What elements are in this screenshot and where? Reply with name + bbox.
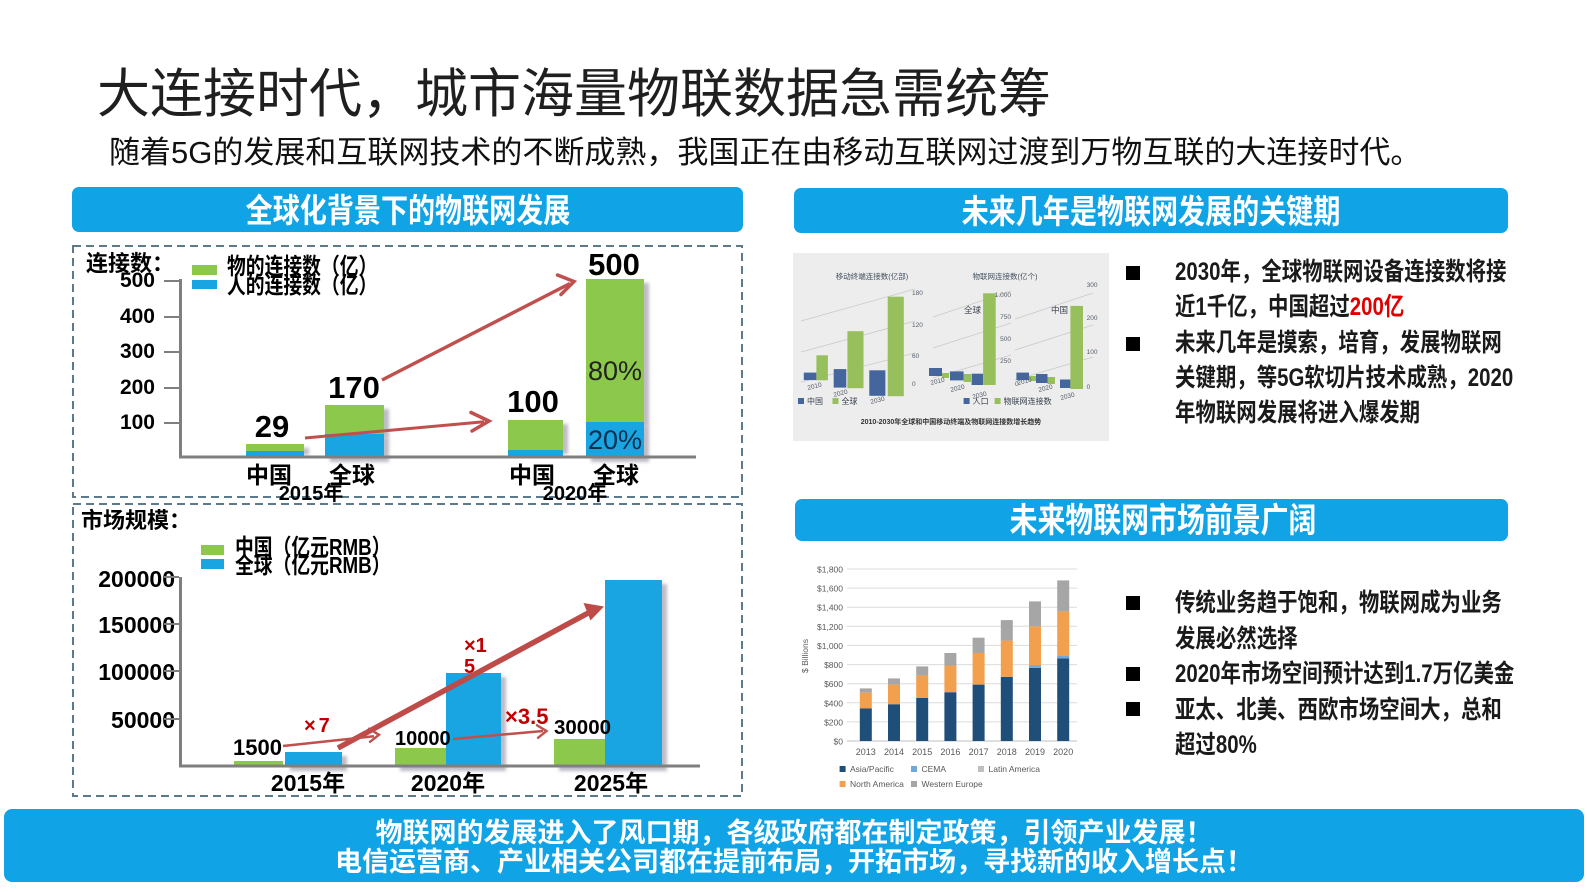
svg-text:2013: 2013: [856, 747, 876, 757]
svg-text:$0: $0: [834, 737, 844, 747]
svg-text:人口: 人口: [973, 397, 989, 406]
svg-text:2020: 2020: [1038, 384, 1054, 394]
svg-text:$1,000: $1,000: [817, 641, 843, 651]
svg-text:0: 0: [1015, 381, 1019, 388]
svg-text:Latin America: Latin America: [989, 764, 1041, 774]
svg-text:2020: 2020: [833, 389, 849, 399]
svg-text:物联网连接数(亿个): 物联网连接数(亿个): [973, 271, 1038, 281]
svg-text:CEMA: CEMA: [922, 764, 947, 774]
svg-text:2015: 2015: [912, 747, 932, 757]
svg-text:全球: 全球: [964, 305, 982, 315]
svg-text:200: 200: [1087, 315, 1098, 322]
svg-text:2010: 2010: [1017, 377, 1033, 387]
svg-text:0: 0: [912, 381, 916, 388]
svg-text:全球: 全球: [842, 396, 858, 406]
svg-text:中国: 中国: [1051, 305, 1068, 315]
svg-text:500: 500: [1000, 336, 1011, 343]
svg-text:Asia/Pacific: Asia/Pacific: [850, 764, 895, 774]
svg-text:2030: 2030: [972, 391, 988, 401]
svg-text:180: 180: [912, 290, 923, 297]
svg-text:100: 100: [1087, 349, 1098, 356]
svg-text:2030: 2030: [1060, 392, 1076, 402]
svg-text:2014: 2014: [884, 747, 904, 757]
svg-text:750: 750: [1000, 314, 1011, 321]
svg-text:物联网连接数: 物联网连接数: [1004, 396, 1052, 406]
svg-text:$1,600: $1,600: [817, 584, 843, 594]
svg-text:2010: 2010: [930, 377, 946, 387]
svg-text:2020: 2020: [1053, 747, 1073, 757]
svg-text:2016: 2016: [940, 747, 960, 757]
svg-text:Western Europe: Western Europe: [922, 779, 984, 789]
svg-text:$1,800: $1,800: [817, 565, 843, 575]
svg-text:2017: 2017: [969, 747, 989, 757]
svg-text:2030: 2030: [870, 396, 886, 406]
svg-text:2019: 2019: [1025, 747, 1045, 757]
svg-text:2010-2030年全球和中国移动终端及物联网连接数增长趋势: 2010-2030年全球和中国移动终端及物联网连接数增长趋势: [861, 417, 1041, 426]
svg-text:$400: $400: [824, 698, 843, 708]
svg-text:300: 300: [1087, 282, 1098, 289]
svg-text:$200: $200: [824, 717, 843, 727]
svg-text:2020: 2020: [950, 384, 966, 394]
svg-text:中国: 中国: [807, 396, 823, 406]
svg-text:0: 0: [1087, 384, 1091, 391]
svg-text:2018: 2018: [997, 747, 1017, 757]
svg-text:North America: North America: [850, 779, 904, 789]
svg-text:2010: 2010: [807, 382, 823, 392]
svg-text:$ Billions: $ Billions: [800, 639, 810, 673]
svg-text:$600: $600: [824, 679, 843, 689]
svg-text:120: 120: [912, 322, 923, 329]
svg-text:250: 250: [1000, 358, 1011, 365]
svg-text:1.000: 1.000: [995, 292, 1012, 299]
svg-text:$1,400: $1,400: [817, 603, 843, 613]
svg-text:移动终端连接数(亿部): 移动终端连接数(亿部): [836, 271, 909, 281]
svg-text:$800: $800: [824, 660, 843, 670]
svg-text:$1,200: $1,200: [817, 622, 843, 632]
svg-text:60: 60: [912, 353, 920, 360]
